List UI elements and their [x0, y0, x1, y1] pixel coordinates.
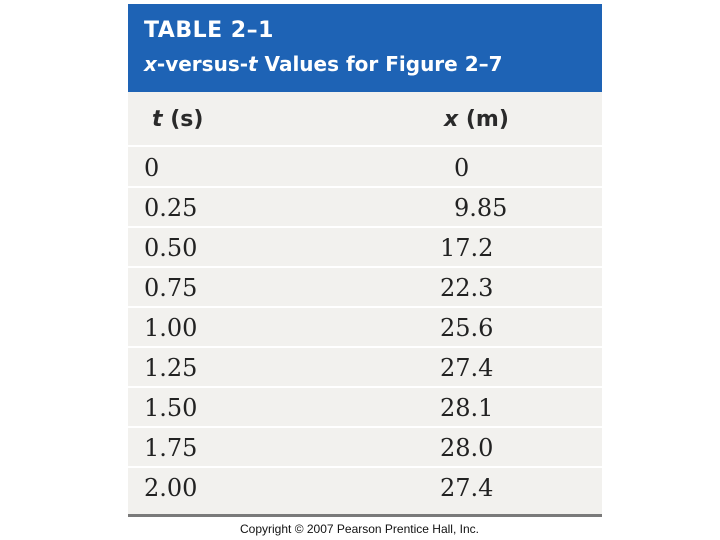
table-row: 0 0 [128, 148, 602, 188]
caption-rest: Values for Figure 2–7 [257, 52, 503, 76]
cell-x: 9.85 [454, 194, 508, 222]
caption-x-variable: x [144, 52, 157, 76]
table-row: 1.00 25.6 [128, 308, 602, 348]
cell-x: 28.0 [440, 434, 494, 462]
copyright-notice: Copyright © 2007 Pearson Prentice Hall, … [240, 522, 479, 536]
header-x-unit: (m) [458, 107, 509, 132]
column-header-x: x (m) [444, 96, 509, 144]
header-divider [128, 145, 602, 147]
cell-x: 0 [454, 154, 470, 182]
caption-versus: -versus- [156, 52, 249, 76]
cell-x: 25.6 [440, 314, 494, 342]
cell-t: 0.50 [144, 234, 198, 262]
header-x-symbol: x [444, 107, 459, 132]
caption-t-variable: t [248, 52, 258, 76]
table-bottom-rule [128, 514, 602, 517]
cell-t: 1.25 [144, 354, 198, 382]
data-table: TABLE 2–1 x-versus-t Values for Figure 2… [128, 4, 602, 516]
table-caption: x-versus-t Values for Figure 2–7 [144, 52, 503, 76]
cell-x: 27.4 [440, 354, 494, 382]
cell-t: 0.75 [144, 274, 198, 302]
table-number: TABLE 2–1 [144, 18, 274, 43]
cell-t: 0 [144, 154, 160, 182]
cell-t: 0.25 [144, 194, 198, 222]
cell-x: 22.3 [440, 274, 494, 302]
table-header: TABLE 2–1 x-versus-t Values for Figure 2… [128, 4, 602, 92]
table-row: 2.00 27.4 [128, 468, 602, 506]
column-header-t: t (s) [152, 96, 203, 144]
cell-x: 28.1 [440, 394, 494, 422]
cell-t: 1.00 [144, 314, 198, 342]
table-row: 1.75 28.0 [128, 428, 602, 468]
header-t-symbol: t [152, 107, 163, 132]
table-row: 0.50 17.2 [128, 228, 602, 268]
cell-x: 27.4 [440, 474, 494, 502]
cell-t: 1.50 [144, 394, 198, 422]
cell-t: 2.00 [144, 474, 198, 502]
cell-t: 1.75 [144, 434, 198, 462]
table-row: 1.25 27.4 [128, 348, 602, 388]
table-row: 0.25 9.85 [128, 188, 602, 228]
table-row: 1.50 28.1 [128, 388, 602, 428]
header-t-unit: (s) [162, 107, 204, 132]
table-row: 0.75 22.3 [128, 268, 602, 308]
cell-x: 17.2 [440, 234, 494, 262]
